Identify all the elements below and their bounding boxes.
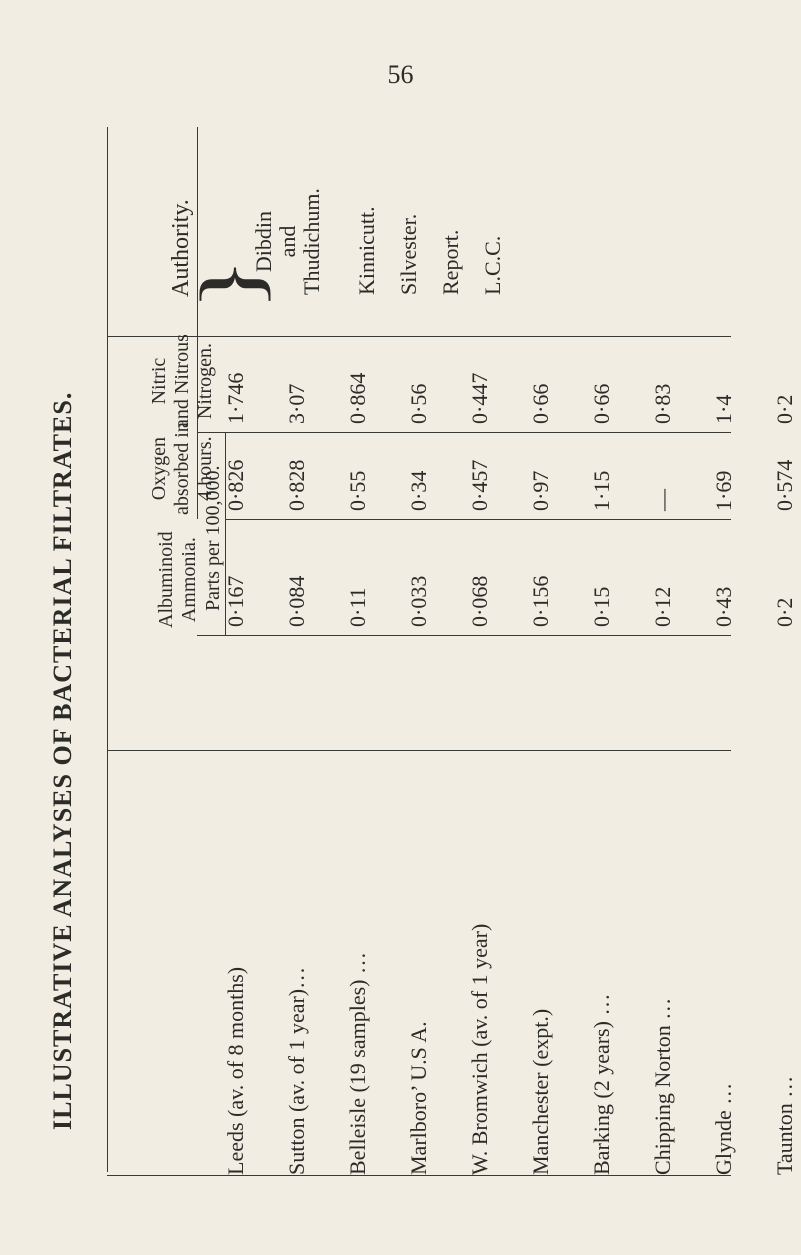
labels-bottom-rule [107,750,731,751]
outer-left-rule [107,127,108,1172]
nitric-values: 1·746 3·07 0·864 0·56 0·447 0·66 0·66 0·… [223,424,413,450]
oxygen-values: 0·826 0·828 0·55 0·34 0·457 0·97 1·15 — … [223,511,413,537]
bottom-rule [107,1175,731,1176]
authority-value-2: Silvester. [396,214,422,295]
authority-value-1: Kinnicutt. [354,206,380,295]
authority-value-4: L.C.C. [480,236,506,295]
albuminoid-label: AlbuminoidAmmonia. [155,531,201,628]
page-number: 56 [0,60,801,90]
parts-label: Parts per 100,000. [202,465,225,611]
albuminoid-values: 0·167 0·084 0·11 0·033 0·068 0·156 0·15 … [223,627,413,653]
authority-value-3: Report. [438,230,464,295]
table-title: ILLUSTRATIVE ANALYSES OF BACTERIAL FILTR… [48,392,78,1130]
row-labels: Leeds (av. of 8 months) Sutton (av. of 1… [223,1175,413,1201]
nitric-label: Nitricand NitrousNitrogen. [148,334,217,428]
